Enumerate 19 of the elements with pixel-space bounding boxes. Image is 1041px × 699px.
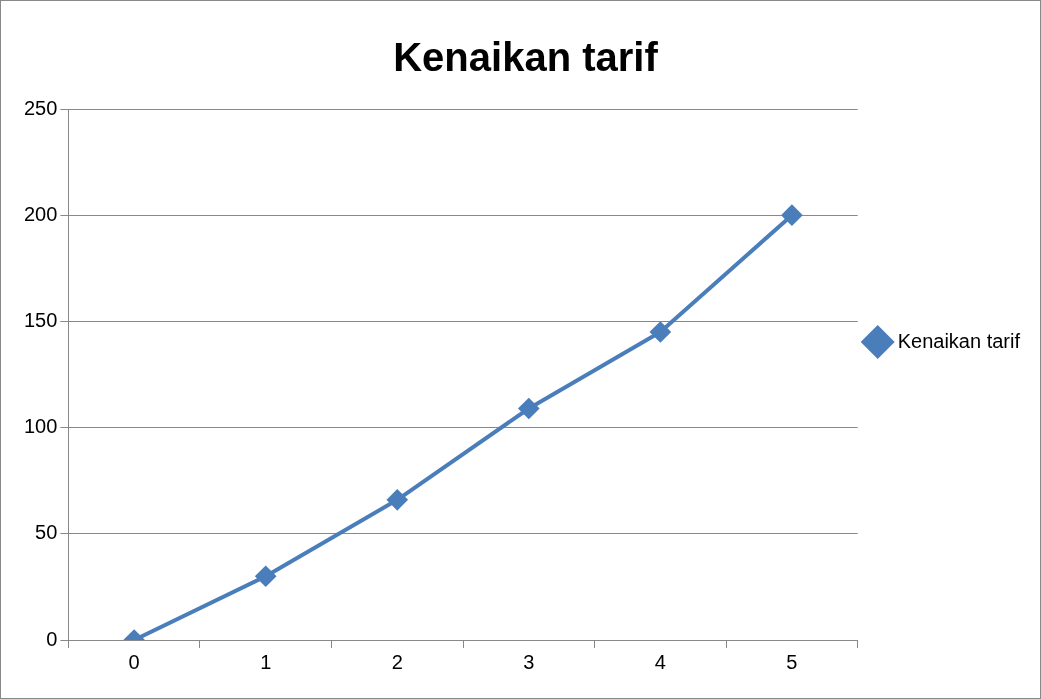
point [518, 398, 539, 419]
y-tick-label: 150 [23, 308, 58, 331]
x-tick-label: 2 [391, 650, 403, 673]
point [781, 205, 802, 226]
chart-title: Kenaikan tarif [393, 35, 659, 80]
point [650, 322, 671, 343]
y-tick-label: 0 [46, 627, 58, 650]
x-tick-label: 1 [260, 650, 272, 673]
y-tick-label: 200 [23, 202, 58, 225]
y-tick-label: 250 [23, 96, 58, 119]
x-tick-label: 5 [786, 650, 798, 673]
point [255, 566, 276, 587]
y-tick-label: 50 [35, 521, 58, 544]
x-tick-label: 0 [128, 650, 140, 673]
point [387, 489, 408, 510]
y-tick-label: 100 [23, 415, 58, 438]
x-tick-label: 3 [523, 650, 535, 673]
legend-label: Kenaikan tarif [897, 329, 1021, 352]
x-tick-label: 4 [654, 650, 666, 673]
